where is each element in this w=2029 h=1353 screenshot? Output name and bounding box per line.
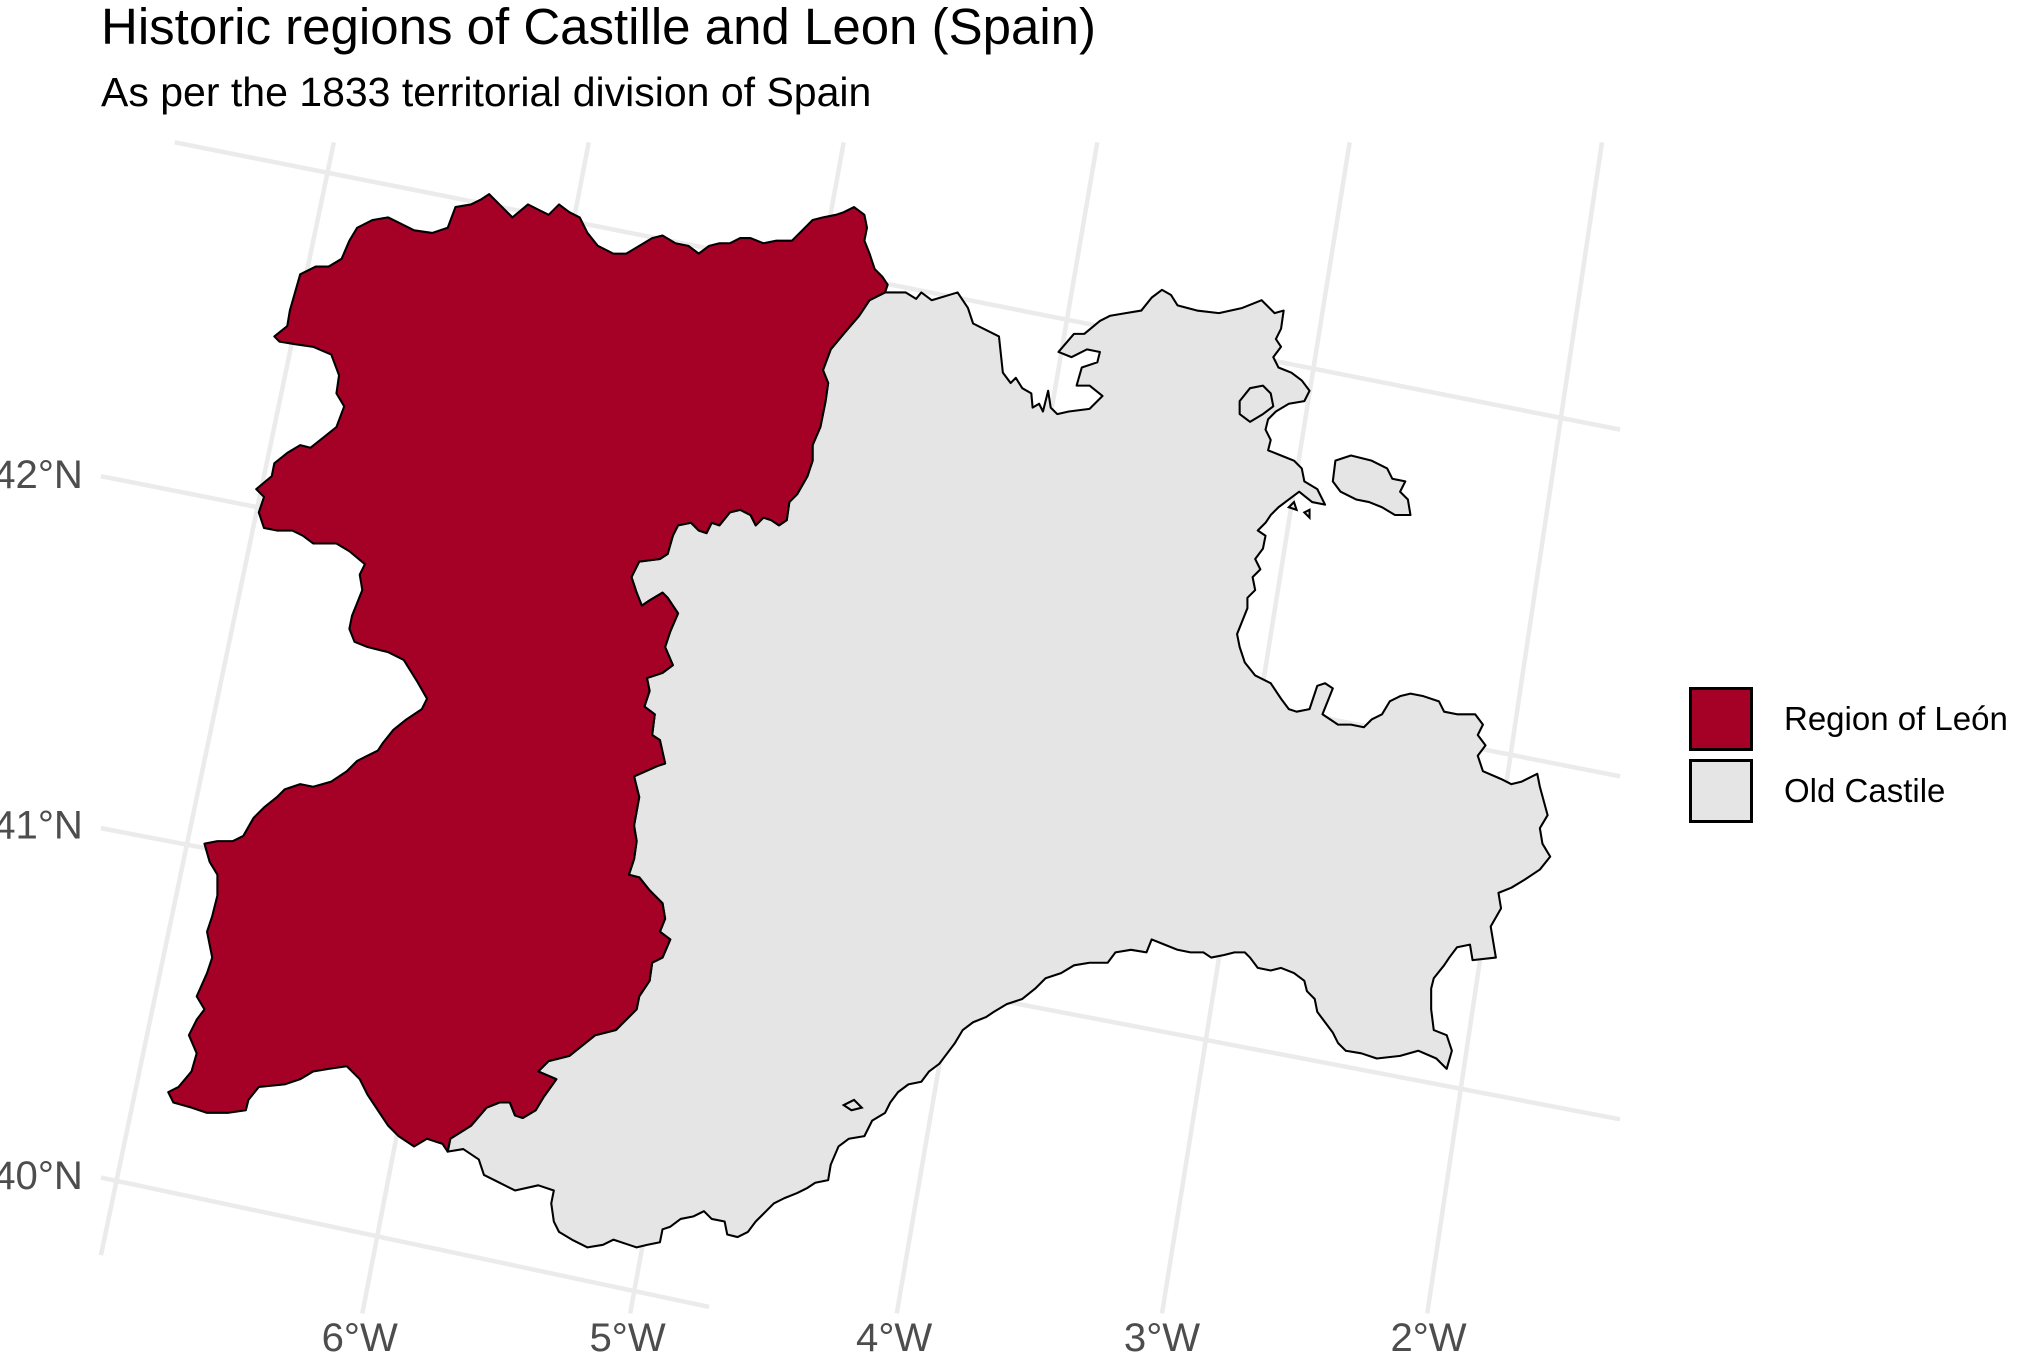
region-leon[interactable]	[167, 193, 889, 1153]
x-axis: 6°W 5°W 4°W 3°W 2°W	[322, 1316, 1467, 1353]
region-old-castile-exclave-2	[1238, 384, 1275, 423]
map-subtitle: As per the 1833 territorial division of …	[101, 69, 872, 115]
legend-label-leon: Region of León	[1784, 700, 2008, 737]
meridian-1w	[1425, 142, 1605, 1314]
x-tick-label: 2°W	[1390, 1316, 1466, 1353]
legend-item-leon[interactable]: Region of León	[1687, 683, 2027, 755]
x-tick-label: 3°W	[1124, 1316, 1200, 1353]
y-tick-label: 40°N	[0, 1154, 83, 1198]
region-old-castile-exclave	[1331, 454, 1412, 517]
y-axis: 42°N 41°N 40°N	[0, 453, 83, 1198]
parallel-40n	[100, 1175, 710, 1310]
legend-label-old-castile: Old Castile	[1784, 772, 1946, 809]
y-tick-label: 42°N	[0, 453, 83, 497]
x-tick-label: 6°W	[322, 1316, 398, 1353]
legend-key-old-castile	[1689, 759, 1753, 823]
x-tick-label: 4°W	[856, 1316, 932, 1353]
y-tick-label: 41°N	[0, 804, 83, 848]
map-title: Historic regions of Castille and Leon (S…	[101, 0, 1096, 55]
region-old-castile-islet-2	[1286, 500, 1311, 521]
parallel-42-5n	[174, 140, 1621, 432]
legend-key-leon	[1689, 687, 1753, 751]
region-old-castile-islet	[841, 1098, 864, 1112]
legend-item-old-castile[interactable]: Old Castile	[1687, 755, 2027, 827]
x-tick-label: 5°W	[589, 1316, 665, 1353]
